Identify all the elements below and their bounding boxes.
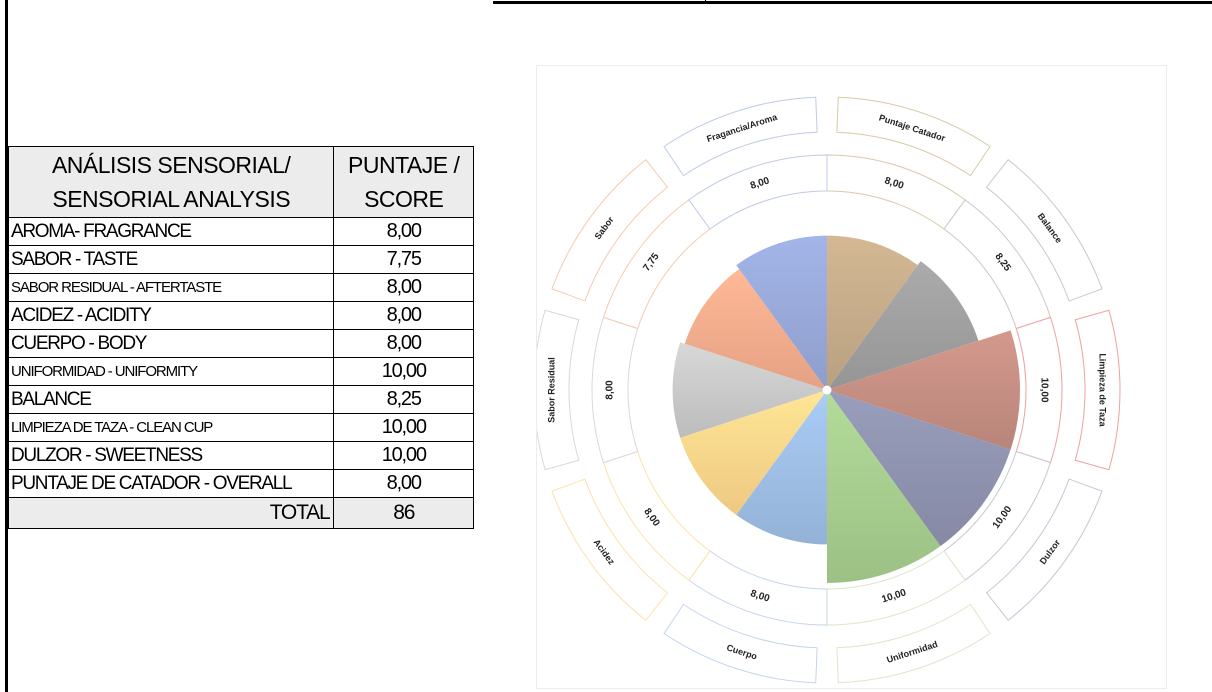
slice-acidez[interactable]: [680, 390, 827, 515]
category-cell-sabor-residual: [537, 309, 580, 471]
table-row: DULZOR - SWEETNESS 10,00: [7, 441, 474, 470]
chart-center-hole: [822, 385, 832, 395]
slice-uniformidad[interactable]: [827, 390, 941, 583]
header-analysis-line1: ANÁLISIS SENSORIAL/: [51, 152, 291, 178]
header-analysis-line2: SENSORIAL ANALYSIS: [52, 186, 291, 212]
page-top-border: [493, 1, 1212, 4]
table-row: AROMA- FRAGRANCE 8,00: [7, 217, 474, 246]
header-analysis: ANÁLISIS SENSORIAL/ SENSORIAL ANALYSIS: [7, 146, 335, 218]
table-row: UNIFORMIDAD - UNIFORMITY 10,00: [7, 357, 474, 386]
total-score: 86: [333, 497, 474, 529]
row-label: UNIFORMIDAD - UNIFORMITY: [7, 357, 335, 386]
value-cell-puntaje-catador: [826, 154, 966, 230]
header-score-line1: PUNTAJE /: [348, 152, 460, 178]
table-row: ACIDEZ - ACIDITY 8,00: [7, 301, 474, 330]
row-score: 8,00: [333, 217, 474, 246]
sensory-score-table: ANÁLISIS SENSORIAL/ SENSORIAL ANALYSIS P…: [7, 146, 474, 529]
row-label: ACIDEZ - ACIDITY: [7, 301, 335, 330]
category-label-sabor-residual: Sabor Residual: [547, 357, 557, 423]
row-score: 10,00: [333, 413, 474, 442]
row-label: SABOR - TASTE: [7, 245, 335, 274]
row-label: BALANCE: [7, 385, 335, 414]
slice-cuerpo[interactable]: [736, 390, 827, 545]
row-label: SABOR RESIDUAL - AFTERTASTE: [7, 273, 335, 302]
category-label-limpieza-de-taza: Limpieza de Taza: [1098, 353, 1108, 427]
page-top-divider: [705, 0, 706, 3]
slice-sabor-residual[interactable]: [672, 342, 827, 438]
chart-slices: [672, 235, 1020, 583]
row-score: 7,75: [333, 245, 474, 274]
row-score: 8,00: [333, 329, 474, 358]
table-row: SABOR RESIDUAL - AFTERTASTE 8,00: [7, 273, 474, 302]
value-cell-cuerpo: [688, 550, 828, 626]
slice-limpieza-de-taza[interactable]: [827, 330, 1020, 450]
slice-puntaje-catador[interactable]: [827, 235, 918, 390]
category-cell-balance: [985, 159, 1103, 302]
row-score: 8,00: [333, 469, 474, 498]
table-row: SABOR - TASTE 7,75: [7, 245, 474, 274]
row-score: 10,00: [333, 441, 474, 470]
header-score-line2: SCORE: [364, 186, 444, 212]
total-label: TOTAL: [7, 497, 335, 529]
row-score: 10,00: [333, 357, 474, 386]
chart-value-ring: 8,008,2510,0010,0010,008,008,008,007,758…: [591, 154, 1063, 626]
category-cell-fragancia-aroma: [663, 96, 818, 177]
slice-dulzor[interactable]: [827, 390, 1011, 547]
slice-sabor[interactable]: [684, 268, 827, 390]
sensory-wheel-chart[interactable]: 8,00 8,25 10,00 10,00 10,00 8,00 8,00 8,00 7,75 8…: [536, 65, 1167, 689]
table-row: PUNTAJE DE CATADOR - OVERALL 8,00: [7, 469, 474, 498]
header-score: PUNTAJE / SCORE: [333, 146, 474, 218]
row-label: PUNTAJE DE CATADOR - OVERALL: [7, 469, 335, 498]
table-row: CUERPO - BODY 8,00: [7, 329, 474, 358]
table-row: BALANCE 8,25: [7, 385, 474, 414]
category-cell-dulzor: [985, 478, 1103, 621]
category-cell-puntaje-catador: [836, 96, 991, 177]
category-cell-uniformidad: [836, 603, 991, 684]
row-label: LIMPIEZA DE TAZA - CLEAN CUP: [7, 413, 335, 442]
value-label-sabor-residual: 8,00: [605, 380, 616, 400]
category-cell-cuerpo: [663, 603, 818, 684]
row-score: 8,00: [333, 301, 474, 330]
table-row: LIMPIEZA DE TAZA - CLEAN CUP 10,00: [7, 413, 474, 442]
table-header-row: ANÁLISIS SENSORIAL/ SENSORIAL ANALYSIS P…: [7, 146, 474, 218]
category-cell-limpieza-de-taza: [1074, 309, 1121, 471]
slice-balance[interactable]: [827, 261, 979, 390]
row-label: CUERPO - BODY: [7, 329, 335, 358]
value-label-limpieza-de-taza: 10,00: [1039, 377, 1050, 402]
row-label: AROMA- FRAGRANCE: [7, 217, 335, 246]
row-score: 8,00: [333, 273, 474, 302]
page-left-border: [5, 0, 8, 692]
category-cell-sabor: [551, 159, 669, 302]
row-score: 8,25: [333, 385, 474, 414]
row-label: DULZOR - SWEETNESS: [7, 441, 335, 470]
chart-svg: 8,008,2510,0010,0010,008,008,008,007,758…: [537, 96, 1121, 684]
table-total-row: TOTAL 86: [7, 497, 474, 529]
value-cell-fragancia-aroma: [688, 154, 828, 230]
slice-fragancia-aroma[interactable]: [736, 235, 827, 390]
category-cell-acidez: [551, 478, 669, 621]
